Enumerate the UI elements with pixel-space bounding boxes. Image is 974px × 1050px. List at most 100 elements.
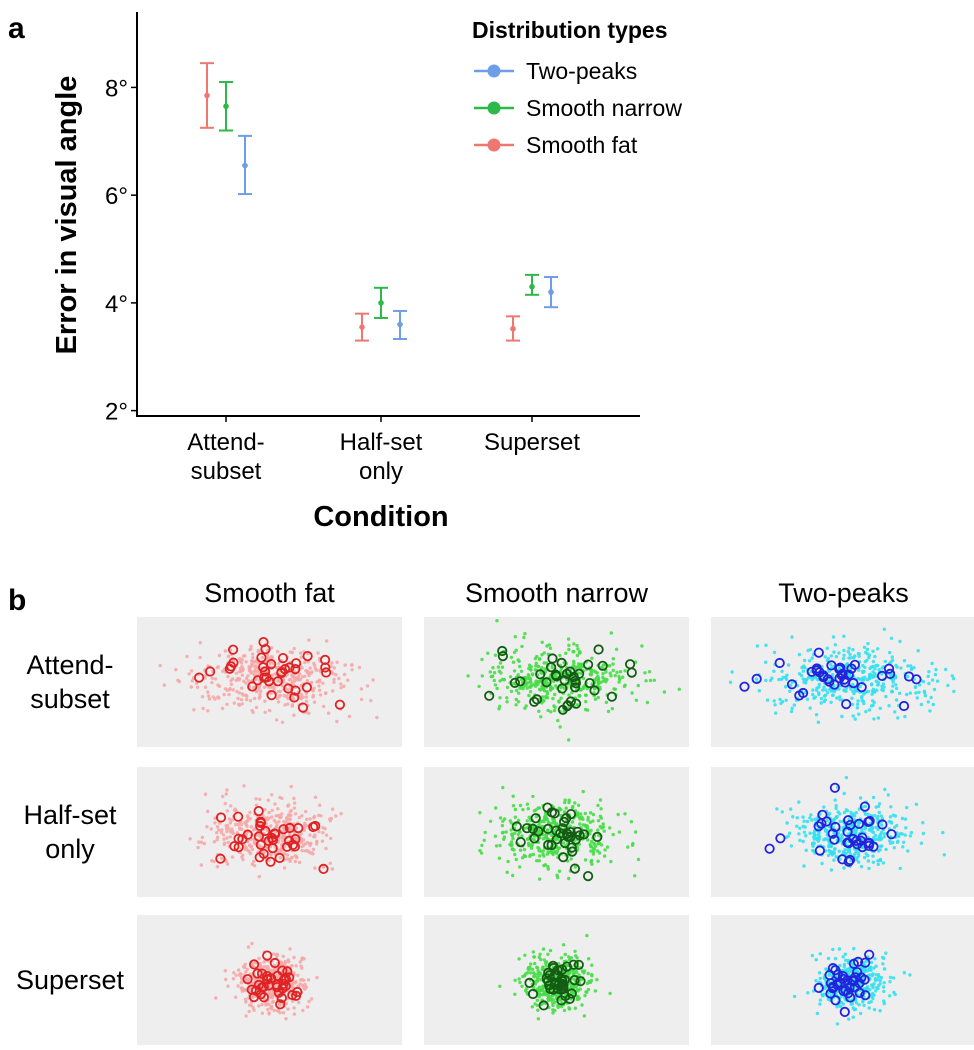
sample-point	[862, 692, 866, 696]
sample-point	[645, 700, 650, 705]
subset-point	[246, 984, 257, 995]
subset-point	[524, 977, 535, 989]
sample-point	[248, 810, 252, 815]
sample-point	[832, 831, 836, 835]
sample-point	[224, 792, 228, 796]
sample-point	[822, 805, 826, 809]
sample-point	[292, 646, 296, 651]
sample-point	[530, 673, 535, 677]
sample-point	[884, 694, 888, 699]
subset-point	[194, 672, 205, 683]
sample-point	[286, 958, 291, 962]
subset-point	[582, 870, 594, 882]
sample-point	[814, 688, 819, 692]
legend: Distribution types Two-peaks Smooth narro…	[472, 17, 682, 158]
sample-point	[874, 805, 878, 809]
subset-point	[859, 801, 871, 812]
sample-point	[551, 1003, 555, 1008]
sample-point	[522, 847, 527, 852]
sample-point	[519, 669, 524, 673]
subset-point	[233, 811, 244, 822]
sample-point	[826, 656, 830, 661]
sample-point	[537, 831, 541, 835]
sample-point	[266, 798, 270, 802]
sample-point	[488, 819, 493, 823]
sample-point	[768, 678, 773, 683]
sample-point	[815, 836, 819, 840]
subset-point	[597, 660, 608, 671]
sample-point	[332, 666, 336, 670]
sample-point	[805, 819, 810, 824]
sample-point	[492, 671, 497, 675]
sample-point	[303, 849, 308, 853]
sample-point	[596, 803, 600, 808]
sample-point	[328, 861, 332, 865]
sample-point	[593, 989, 598, 993]
sample-point	[896, 716, 900, 720]
sample-point	[623, 812, 627, 816]
sample-point	[304, 985, 309, 989]
sample-point	[851, 682, 855, 687]
sample-point	[594, 676, 599, 680]
sample-point	[304, 824, 308, 828]
sample-point	[808, 831, 812, 835]
sample-point	[243, 997, 248, 1002]
sample-point	[258, 692, 262, 696]
sample-point	[213, 821, 217, 825]
sample-point	[826, 956, 831, 961]
subset-point	[277, 652, 289, 664]
sample-point	[234, 822, 238, 827]
sample-point	[513, 831, 517, 835]
sample-point	[311, 689, 315, 693]
sample-point	[251, 652, 255, 656]
sample-point	[493, 834, 498, 838]
sample-point	[250, 941, 254, 946]
sample-point	[350, 668, 354, 672]
sample-point	[844, 958, 848, 962]
sample-point	[558, 653, 562, 658]
sample-point	[334, 673, 338, 677]
sample-point	[515, 688, 519, 693]
sample-point	[513, 635, 517, 639]
sample-point	[535, 975, 540, 979]
sample-point	[898, 866, 902, 871]
subset-point	[521, 823, 533, 834]
sample-point	[811, 692, 815, 697]
sample-point	[494, 844, 499, 848]
subset-point	[263, 980, 274, 991]
sample-point	[300, 849, 304, 853]
sample-point	[784, 685, 788, 689]
sample-point	[878, 1009, 882, 1013]
sample-point	[242, 784, 246, 788]
sample-point	[857, 712, 861, 716]
sample-point	[586, 971, 590, 976]
sample-point	[523, 953, 527, 957]
sample-point	[842, 634, 846, 638]
row-label-half-set-only: Half-set only	[23, 800, 117, 864]
sample-point	[477, 684, 481, 689]
sample-point	[288, 817, 292, 821]
sample-point	[605, 845, 610, 849]
sample-point	[221, 833, 226, 837]
sample-point	[502, 837, 506, 841]
sample-point	[228, 821, 233, 825]
sample-point	[921, 821, 925, 825]
sample-point	[275, 1009, 280, 1013]
sample-point	[888, 841, 893, 845]
sample-point	[914, 802, 919, 806]
sample-point	[517, 691, 521, 695]
sample-point	[772, 650, 777, 655]
subset-point	[839, 674, 850, 685]
subset-point	[548, 962, 559, 974]
sample-point	[265, 648, 270, 652]
sample-point	[797, 672, 802, 676]
sample-point	[189, 685, 193, 689]
sample-point	[260, 1011, 265, 1015]
scatter-cell-superset-two-peaks	[711, 915, 974, 1045]
sample-point	[254, 797, 258, 801]
sample-point	[595, 978, 599, 982]
sample-point	[886, 793, 890, 797]
sample-point	[833, 846, 837, 851]
sample-point	[311, 847, 316, 852]
subset-point	[215, 812, 227, 823]
